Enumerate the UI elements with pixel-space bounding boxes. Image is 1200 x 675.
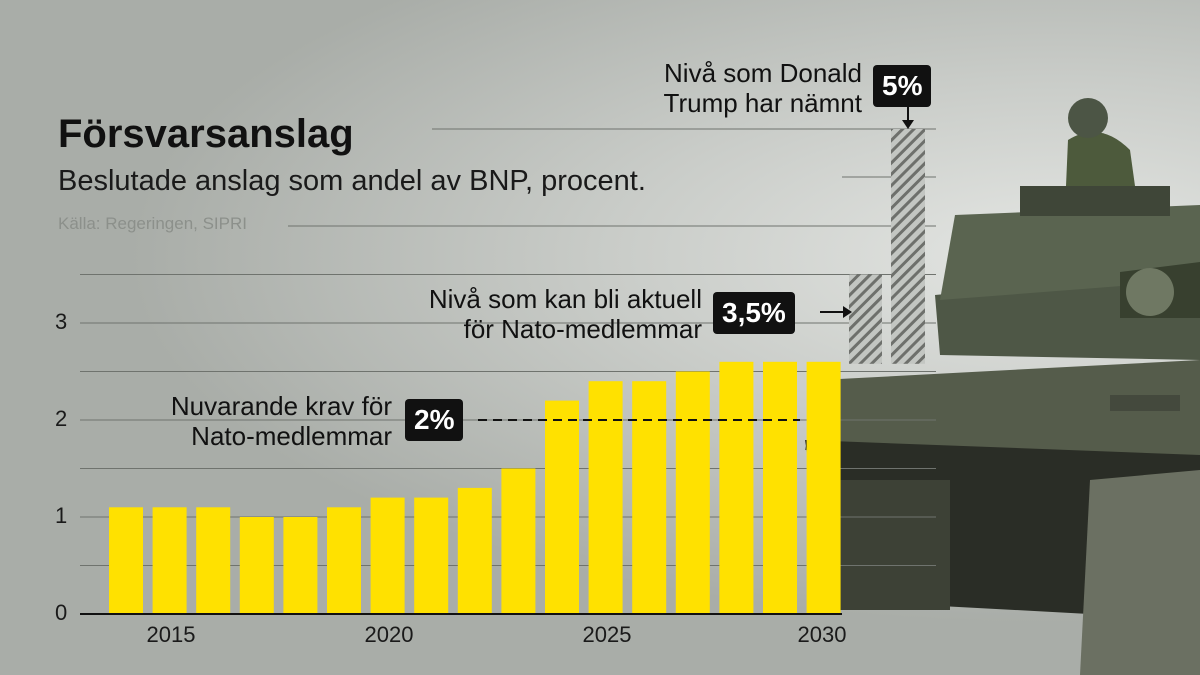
- chart-title: Försvarsanslag: [58, 112, 354, 156]
- bar: [632, 381, 667, 614]
- bar: [719, 361, 754, 614]
- reference-column-3-5: [849, 274, 882, 364]
- trump-level-label: Nivå som Donald Trump har nämnt: [562, 58, 862, 118]
- nato-current-line-1: Nuvarande krav för: [170, 391, 392, 421]
- nato-current-level-badge: 2%: [405, 399, 464, 441]
- trump-level-badge: 5%: [873, 65, 932, 107]
- x-tick-label: 2025: [582, 622, 632, 647]
- bar: [109, 507, 143, 614]
- source-note: Källa: Regeringen, SIPRI: [58, 214, 247, 233]
- bar: [545, 400, 579, 614]
- arrow-head: [843, 306, 852, 318]
- bar: [457, 487, 492, 614]
- nato-future-level-label: Nivå som kan bli aktuell för Nato-medlem…: [322, 284, 702, 344]
- nato-future-line-2: för Nato-medlemmar: [463, 314, 702, 344]
- reference-column-5: [891, 129, 925, 364]
- tank-picture: [805, 98, 1200, 675]
- bar: [806, 361, 841, 614]
- bar: [675, 371, 710, 614]
- bar: [370, 497, 405, 614]
- nato-future-level-badge: 3,5%: [713, 292, 795, 334]
- bar: [501, 468, 536, 614]
- y-tick-label: 2: [55, 406, 68, 431]
- x-tick-label: 2030: [797, 622, 847, 647]
- nato-future-line-1: Nivå som kan bli aktuell: [428, 284, 702, 314]
- y-tick-label: 0: [55, 600, 68, 625]
- y-tick-label: 1: [55, 503, 68, 528]
- bar: [414, 497, 449, 614]
- trump-level-line-2: Trump har nämnt: [663, 88, 862, 118]
- bar: [588, 381, 623, 614]
- chart-area: [80, 106, 936, 615]
- bar: [327, 507, 361, 614]
- bar: [763, 361, 797, 614]
- bar: [239, 517, 274, 614]
- nato-current-line-2: Nato-medlemmar: [191, 421, 392, 451]
- x-tick-label: 2015: [146, 622, 196, 647]
- bar: [152, 507, 187, 614]
- x-tick-label: 2020: [364, 622, 414, 647]
- bar: [283, 517, 318, 614]
- y-tick-label: 3: [55, 309, 68, 334]
- chart-subtitle: Beslutade anslag som andel av BNP, proce…: [58, 165, 646, 197]
- arrow-head: [902, 120, 914, 129]
- bar: [196, 507, 231, 614]
- nato-current-level-label: Nuvarande krav för Nato-medlemmar: [92, 391, 392, 451]
- trump-level-line-1: Nivå som Donald: [664, 58, 862, 88]
